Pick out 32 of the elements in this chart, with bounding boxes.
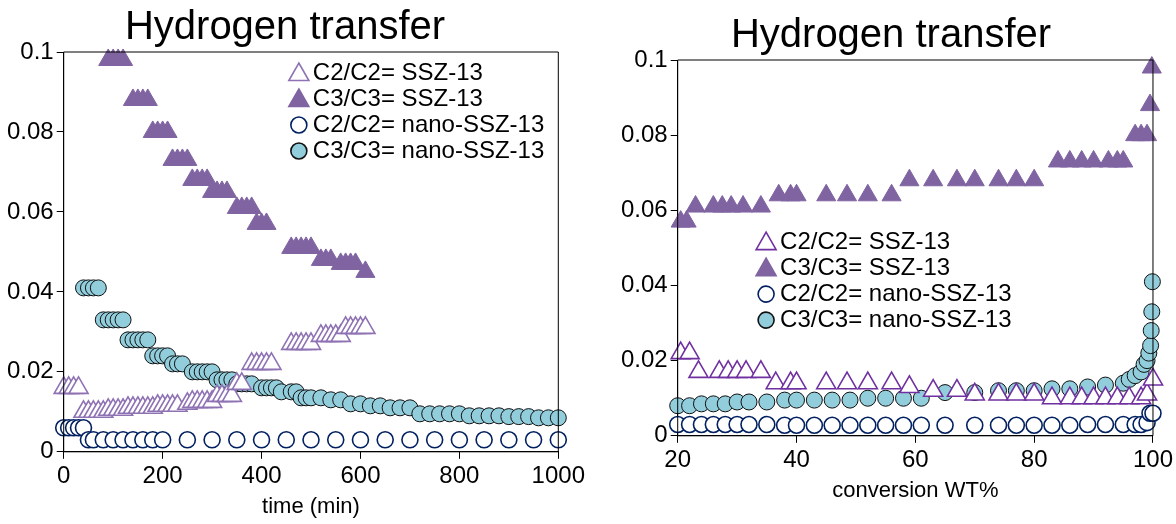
x-tick-label: 40: [783, 444, 810, 472]
x-tick-label: 60: [901, 444, 929, 472]
legend-label: C2/C2= nano-SSZ-13: [780, 278, 1012, 306]
legend-label: C2/C2= SSZ-13: [780, 226, 951, 254]
x-tick-label: 80: [1020, 444, 1048, 472]
x-tick-label: 0: [57, 460, 71, 488]
x-axis-title: time (min): [262, 492, 360, 518]
legend-label: C2/C2= nano-SSZ-13: [312, 109, 545, 137]
y-tick-label: 0.08: [620, 119, 668, 147]
y-tick-label: 0.06: [620, 194, 668, 222]
legend-label: C3/C3= nano-SSZ-13: [780, 304, 1012, 332]
y-tick-label: 0.04: [620, 270, 668, 298]
legend-label: C2/C2= SSZ-13: [312, 57, 483, 85]
y-tick-label: 0.02: [6, 356, 54, 384]
x-tick-label: 100: [1132, 444, 1173, 472]
x-tick-label: 600: [340, 460, 381, 488]
y-tick-label: 0.06: [6, 196, 54, 224]
y-tick-label: 0.1: [20, 36, 54, 64]
y-tick-label: 0.08: [6, 116, 54, 144]
legend-label: C3/C3= SSZ-13: [312, 83, 483, 111]
chart-title: Hydrogen transfer: [730, 11, 1052, 56]
y-tick-label: 0.1: [634, 44, 668, 72]
x-tick-label: 200: [142, 460, 183, 488]
x-tick-label: 800: [439, 460, 480, 488]
y-tick-label: 0.02: [620, 345, 668, 373]
chart-title: Hydrogen transfer: [124, 3, 446, 48]
legend-label: C3/C3= nano-SSZ-13: [312, 135, 545, 163]
x-tick-label: 400: [241, 460, 282, 488]
y-tick-label: 0.04: [6, 276, 54, 304]
x-tick-label: 1000: [531, 460, 585, 488]
legend-label: C3/C3= SSZ-13: [780, 252, 951, 280]
x-axis-title: conversion WT%: [832, 476, 999, 502]
